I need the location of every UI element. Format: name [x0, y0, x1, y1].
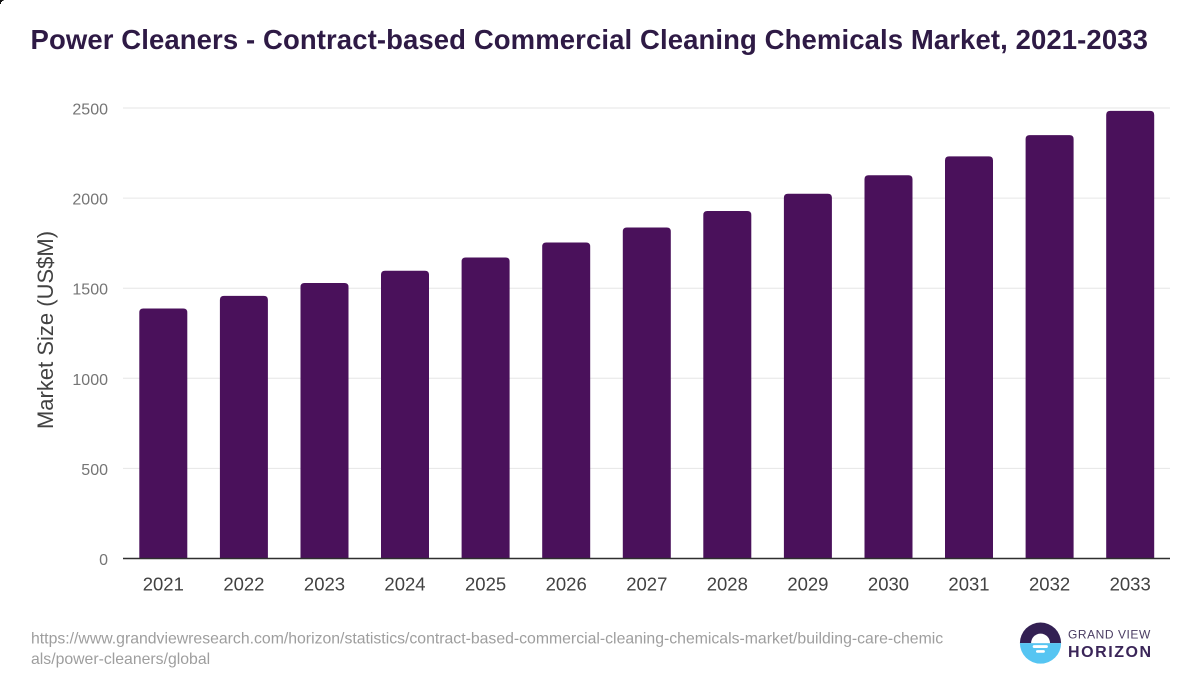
svg-text:0: 0: [99, 552, 108, 569]
svg-text:HORIZON: HORIZON: [1068, 644, 1153, 661]
svg-text:2030: 2030: [868, 574, 909, 595]
svg-text:2033: 2033: [1110, 574, 1151, 595]
svg-text:2031: 2031: [948, 574, 989, 595]
svg-text:2025: 2025: [465, 574, 506, 595]
svg-text:2023: 2023: [304, 574, 345, 595]
svg-text:2021: 2021: [143, 574, 184, 595]
svg-text:2000: 2000: [72, 192, 108, 209]
svg-text:2032: 2032: [1029, 574, 1070, 595]
svg-text:1000: 1000: [72, 372, 108, 389]
svg-text:2022: 2022: [223, 574, 264, 595]
svg-text:1500: 1500: [72, 282, 108, 299]
svg-text:500: 500: [81, 462, 108, 479]
svg-text:2028: 2028: [707, 574, 748, 595]
svg-text:2024: 2024: [384, 574, 425, 595]
svg-text:https://www.grandviewresearch.: https://www.grandviewresearch.com/horizo…: [31, 631, 943, 648]
svg-text:Market Size (US$M): Market Size (US$M): [33, 231, 58, 429]
svg-text:Power Cleaners - Contract-base: Power Cleaners - Contract-based Commerci…: [31, 24, 1149, 55]
svg-text:2026: 2026: [546, 574, 587, 595]
svg-text:2500: 2500: [72, 102, 108, 119]
svg-text:als/power-cleaners/global: als/power-cleaners/global: [31, 651, 210, 668]
svg-text:2027: 2027: [626, 574, 667, 595]
svg-text:GRAND VIEW: GRAND VIEW: [1068, 628, 1151, 642]
svg-text:2029: 2029: [787, 574, 828, 595]
